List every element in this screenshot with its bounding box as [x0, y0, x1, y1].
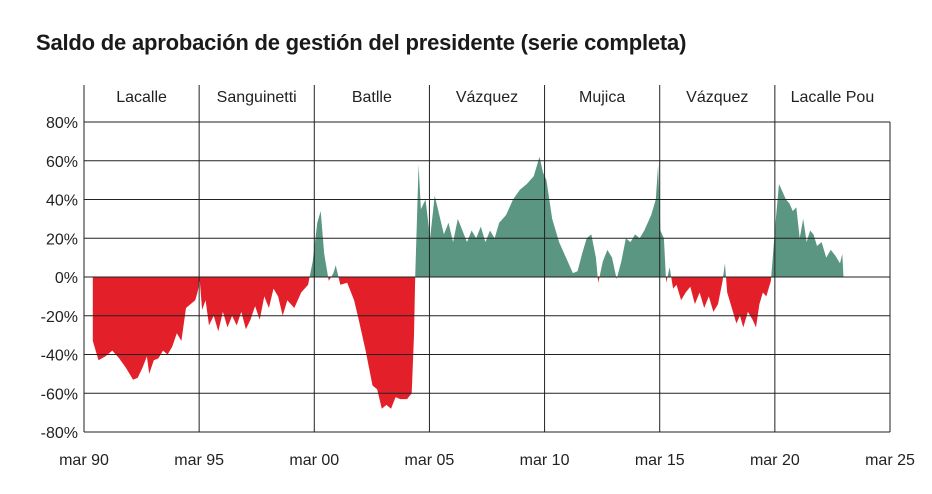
chart-title: Saldo de aprobación de gestión del presi… — [36, 30, 687, 55]
period-label: Vázquez — [456, 89, 518, 106]
negative-area — [726, 277, 772, 328]
positive-area — [309, 211, 329, 277]
x-tick-label: mar 00 — [289, 452, 339, 469]
positive-area — [617, 164, 666, 277]
positive-area — [599, 249, 617, 277]
y-tick-label: -80% — [41, 425, 78, 442]
y-tick-label: -40% — [41, 348, 78, 365]
positive-area — [667, 267, 672, 277]
positive-area — [771, 184, 844, 277]
period-label: Batlle — [352, 89, 392, 106]
positive-area — [331, 265, 339, 277]
negative-area — [597, 277, 600, 283]
x-tick-label: mar 20 — [750, 452, 800, 469]
negative-area — [671, 277, 724, 312]
period-label: Mujica — [579, 89, 625, 106]
period-label: Lacalle — [116, 89, 167, 106]
x-tick-label: mar 05 — [405, 452, 455, 469]
period-label: Lacalle Pou — [791, 89, 875, 106]
y-tick-label: 40% — [46, 193, 78, 210]
y-tick-label: -60% — [41, 386, 78, 403]
y-tick-label: 0% — [55, 270, 78, 287]
y-tick-label: 60% — [46, 154, 78, 171]
y-tick-label: 80% — [46, 115, 78, 132]
x-tick-label: mar 25 — [865, 452, 915, 469]
negative-area — [328, 277, 332, 281]
negative-area — [338, 277, 416, 409]
period-label: Sanguinetti — [217, 89, 297, 106]
y-tick-label: 20% — [46, 231, 78, 248]
x-tick-label: mar 95 — [174, 452, 224, 469]
negative-area — [92, 277, 310, 380]
x-tick-label: mar 90 — [59, 452, 109, 469]
x-tick-label: mar 10 — [520, 452, 570, 469]
negative-area — [665, 277, 668, 283]
period-label: Vázquez — [686, 89, 748, 106]
positive-area — [415, 156, 598, 277]
positive-area — [723, 263, 726, 277]
x-tick-label: mar 15 — [635, 452, 685, 469]
y-tick-label: -20% — [41, 309, 78, 326]
